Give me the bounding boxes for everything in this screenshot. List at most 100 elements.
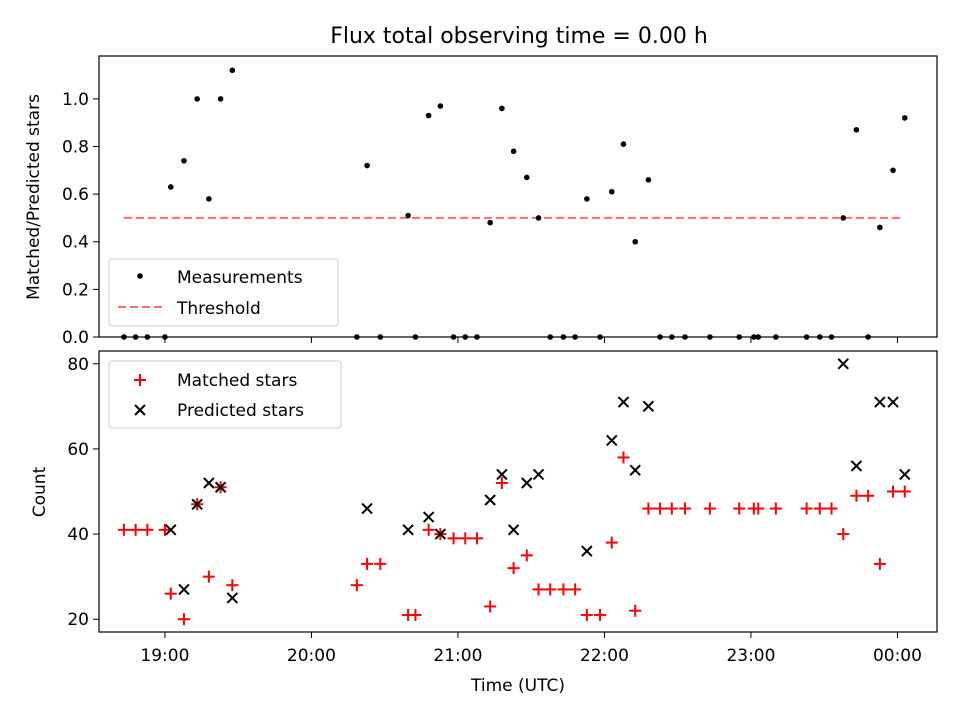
matched-star-point bbox=[769, 502, 782, 515]
matched-star-point bbox=[361, 557, 374, 570]
matched-star-point bbox=[617, 451, 630, 464]
ratio-x-axis bbox=[164, 337, 898, 343]
matched-star-point bbox=[733, 502, 746, 515]
measurement-point bbox=[364, 162, 370, 169]
matched-star-point bbox=[800, 502, 813, 515]
ratio-y-tick-label: 0.2 bbox=[62, 280, 89, 300]
count-y-tick-label: 80 bbox=[67, 355, 89, 375]
count-x-tick-label: 21:00 bbox=[433, 646, 482, 666]
count-x-tick-label: 23:00 bbox=[726, 646, 775, 666]
predicted-star-point bbox=[581, 545, 593, 557]
measurement-point bbox=[828, 334, 835, 340]
predicted-star-point bbox=[899, 468, 911, 481]
measurement-point bbox=[707, 334, 713, 340]
matched-star-point bbox=[177, 613, 190, 626]
matched-star-point bbox=[447, 532, 460, 545]
predicted-star-point bbox=[226, 592, 239, 604]
measurement-point bbox=[751, 334, 757, 340]
predicted-star-point bbox=[361, 502, 373, 515]
predicted-star-point bbox=[606, 434, 618, 447]
measurement-point bbox=[167, 184, 174, 190]
matched-star-point bbox=[654, 502, 667, 515]
count-legend: Matched stars Predicted stars bbox=[108, 360, 342, 429]
matched-star-point bbox=[226, 579, 239, 592]
matched-star-point bbox=[594, 608, 607, 621]
matched-star-point bbox=[850, 489, 863, 502]
measurement-point bbox=[816, 334, 823, 340]
count-y-axis: 20 40 60 80 bbox=[67, 355, 99, 630]
matched-star-point bbox=[374, 557, 387, 570]
measurement-point bbox=[620, 141, 627, 147]
matched-star-point bbox=[544, 583, 557, 596]
measurement-point bbox=[217, 96, 224, 102]
ratio-y-tick-label: 0.6 bbox=[62, 185, 89, 205]
ratio-y-tick-label: 1.0 bbox=[62, 90, 89, 110]
measurement-point bbox=[132, 334, 139, 340]
measurement-point bbox=[803, 334, 810, 340]
measurement-point bbox=[657, 334, 663, 340]
matched-star-point bbox=[605, 536, 618, 549]
measurement-point bbox=[755, 334, 762, 340]
measurement-point bbox=[229, 67, 236, 74]
predicted-star-point bbox=[850, 460, 863, 472]
measurement-point bbox=[499, 105, 505, 112]
measurement-point bbox=[354, 334, 360, 340]
count-y-tick-label: 40 bbox=[67, 525, 89, 545]
legend-matched-label: Matched stars bbox=[177, 371, 297, 391]
predicted-star-point bbox=[532, 468, 545, 481]
predicted-star-point bbox=[214, 481, 227, 493]
measurement-point bbox=[437, 103, 444, 109]
predicted-star-point bbox=[402, 524, 414, 536]
matched-star-point bbox=[532, 583, 545, 596]
measurement-point bbox=[736, 334, 743, 340]
matched-star-point bbox=[898, 485, 911, 498]
predicted-star-point bbox=[837, 358, 849, 370]
measurement-points bbox=[121, 67, 908, 340]
count-x-label: Time (UTC) bbox=[470, 676, 565, 696]
matched-star-point bbox=[202, 570, 215, 583]
chart-title: Flux total observing time = 0.00 h bbox=[330, 24, 708, 49]
measurement-point bbox=[405, 212, 411, 219]
measurement-point bbox=[682, 334, 688, 340]
measurement-point bbox=[890, 167, 896, 174]
matched-star-point bbox=[703, 502, 716, 515]
legend-predicted-label: Predicted stars bbox=[177, 401, 304, 421]
predicted-star-point bbox=[434, 528, 447, 540]
ratio-panel: 0.0 0.2 0.4 0.6 0.8 1.0 Matched/Predicted sta… bbox=[24, 55, 938, 348]
measurement-point bbox=[560, 334, 567, 340]
predicted-star-point bbox=[422, 511, 435, 523]
predicted-star-point bbox=[642, 400, 655, 413]
matched-star-point bbox=[129, 523, 142, 536]
measurement-point bbox=[547, 334, 554, 340]
matched-star-point bbox=[470, 532, 483, 545]
matched-star-point bbox=[679, 502, 692, 515]
measurement-point bbox=[632, 238, 639, 245]
measurement-point bbox=[535, 215, 542, 221]
measurement-point bbox=[865, 334, 871, 340]
count-y-tick-label: 60 bbox=[67, 440, 89, 460]
matched-star-point bbox=[887, 485, 900, 498]
count-y-label: Count bbox=[30, 466, 50, 517]
matched-star-point bbox=[164, 587, 177, 600]
matched-star-point bbox=[507, 562, 520, 575]
count-plot-frame bbox=[98, 350, 938, 633]
measurement-point bbox=[121, 334, 127, 340]
count-x-tick-label: 19:00 bbox=[140, 646, 189, 666]
predicted-star-point bbox=[507, 524, 520, 536]
predicted-star-point bbox=[484, 494, 496, 506]
legend-predicted-marker bbox=[134, 404, 146, 416]
measurement-point bbox=[487, 219, 493, 226]
measurement-point bbox=[181, 157, 187, 164]
predicted-star-point bbox=[178, 583, 190, 596]
ratio-y-label: Matched/Predicted stars bbox=[24, 94, 44, 300]
ratio-y-tick-label: 0.0 bbox=[62, 328, 89, 348]
measurement-point bbox=[377, 334, 384, 340]
matched-star-point bbox=[825, 502, 838, 515]
matched-star-point bbox=[459, 532, 472, 545]
matched-star-point bbox=[665, 502, 678, 515]
predicted-star-point bbox=[191, 498, 203, 510]
count-x-tick-label: 20:00 bbox=[287, 646, 336, 666]
measurement-point bbox=[597, 334, 603, 340]
